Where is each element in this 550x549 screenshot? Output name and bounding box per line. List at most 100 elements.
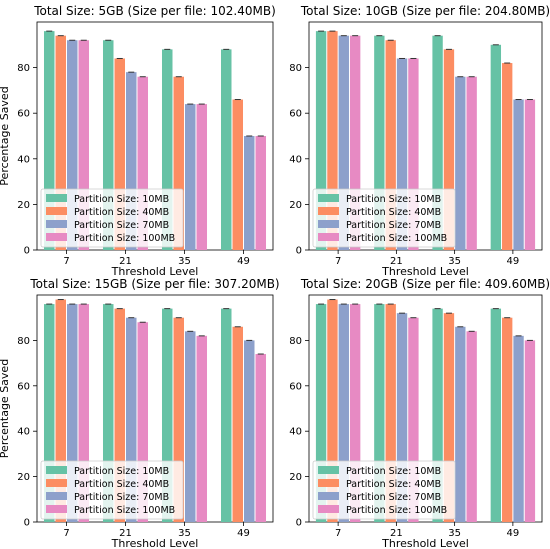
legend-swatch: [46, 233, 67, 241]
y-tick-label: 60: [17, 381, 30, 392]
x-tick-label: 21: [390, 528, 403, 539]
bar-49-series-3: [513, 99, 524, 251]
bar-35-series-1: [161, 49, 173, 250]
legend-swatch: [318, 479, 339, 487]
legend-swatch: [318, 220, 339, 228]
legend-label: Partition Size: 70MB: [346, 220, 441, 231]
chart-panel-3: Total Size: 15GB (Size per file: 307.20M…: [0, 277, 280, 549]
y-tick-label: 80: [289, 63, 302, 74]
bar-21-series-1: [102, 40, 114, 250]
legend: Partition Size: 10MB Partition Size: 40MB…: [312, 460, 456, 520]
plot-frame: [308, 21, 543, 251]
x-axis-label: Threshold Level: [381, 265, 469, 278]
bar-49-series-3: [244, 136, 255, 250]
y-tick-label: 20: [289, 472, 302, 483]
x-tick-label: 35: [448, 528, 461, 539]
bar-35-series-1: [432, 308, 443, 522]
bar-21-series-3: [396, 58, 408, 251]
x-tick-label: 49: [237, 256, 250, 267]
x-tick-label: 7: [335, 256, 341, 267]
legend-label: Partition Size: 70MB: [74, 220, 169, 231]
bar-21-series-1: [102, 304, 114, 522]
legend-swatch: [318, 194, 339, 202]
bar-7-series-1: [315, 31, 327, 251]
bar-7-series-1: [315, 304, 327, 522]
legend-swatch: [318, 233, 339, 241]
bar-35-series-1: [432, 35, 443, 251]
bar-49-series-2: [502, 317, 513, 522]
y-tick-label: 20: [289, 200, 302, 211]
legend-swatch: [318, 505, 339, 513]
bar-7-series-3: [67, 40, 78, 250]
bar-49-series-2: [232, 99, 243, 251]
x-tick-label: 35: [178, 528, 191, 539]
legend: Partition Size: 10MB Partition Size: 40MB…: [40, 460, 184, 520]
bar-35-series-3: [455, 76, 466, 250]
bar-21-series-4: [137, 322, 149, 522]
legend-box: [40, 188, 184, 248]
x-tick-label: 49: [237, 528, 250, 539]
legend-label: Partition Size: 70MB: [74, 492, 169, 503]
bar-7-series-2: [327, 299, 338, 522]
legend-label: Partition Size: 100MB: [74, 233, 175, 244]
bar-7-series-3: [338, 304, 349, 522]
legend-swatch: [46, 220, 67, 228]
bar-21-series-2: [385, 304, 396, 522]
legend-label: Partition Size: 40MB: [74, 207, 169, 218]
y-tick-label: 0: [24, 518, 30, 529]
chart-panel-2: Total Size: 10GB (Size per file: 204.80M…: [289, 4, 550, 278]
plot-frame: [36, 294, 274, 523]
y-tick-label: 0: [24, 246, 30, 257]
bar-49-series-4: [524, 340, 536, 522]
bar-49-series-1: [490, 308, 502, 522]
bar-49-series-1: [490, 44, 502, 250]
bar-35-series-1: [161, 308, 173, 522]
bar-49-series-4: [255, 354, 267, 522]
y-tick-label: 80: [17, 336, 30, 347]
y-tick-label: 0: [296, 246, 302, 257]
bar-21-series-4: [408, 58, 419, 251]
bar-35-series-3: [185, 331, 196, 522]
bar-7-series-4: [78, 304, 90, 522]
bar-7-series-2: [55, 35, 66, 251]
y-tick-label: 80: [289, 336, 302, 347]
x-tick-label: 49: [507, 528, 520, 539]
chart-panel-1: Total Size: 5GB (Size per file: 102.40MB…: [0, 4, 276, 278]
legend-box: [312, 188, 456, 248]
legend-swatch: [46, 479, 67, 487]
legend-label: Partition Size: 10MB: [346, 194, 441, 205]
bar-35-series-2: [443, 313, 455, 522]
plot-frame: [308, 294, 543, 523]
legend-label: Partition Size: 10MB: [74, 466, 169, 477]
y-tick-label: 60: [289, 381, 302, 392]
bar-35-series-4: [466, 331, 477, 522]
legend-box: [40, 460, 184, 520]
chart-title: Total Size: 20GB (Size per file: 409.60M…: [300, 277, 550, 291]
legend-label: Partition Size: 10MB: [74, 194, 169, 205]
x-axis-label: Threshold Level: [111, 537, 199, 549]
bar-49-series-4: [255, 136, 267, 250]
bar-35-series-4: [196, 104, 208, 250]
bar-49-series-3: [244, 340, 255, 522]
legend-swatch: [318, 466, 339, 474]
bar-21-series-2: [385, 40, 396, 250]
legend-swatch: [46, 492, 67, 500]
y-tick-label: 20: [17, 200, 30, 211]
x-tick-label: 7: [63, 256, 69, 267]
chart-title: Total Size: 10GB (Size per file: 204.80M…: [300, 4, 550, 18]
legend-label: Partition Size: 100MB: [74, 505, 175, 516]
legend-swatch: [46, 466, 67, 474]
bar-21-series-3: [396, 313, 408, 522]
legend-swatch: [318, 492, 339, 500]
bar-49-series-2: [232, 326, 243, 522]
bar-49-series-4: [524, 99, 536, 251]
bar-21-series-1: [374, 304, 385, 522]
bar-21-series-2: [114, 308, 125, 522]
legend-label: Partition Size: 40MB: [346, 479, 441, 490]
legend: Partition Size: 10MB Partition Size: 40MB…: [40, 188, 184, 248]
y-tick-label: 60: [17, 109, 30, 120]
legend-swatch: [318, 207, 339, 215]
x-tick-label: 35: [178, 256, 191, 267]
legend-label: Partition Size: 100MB: [346, 233, 447, 244]
y-tick-label: 60: [289, 109, 302, 120]
